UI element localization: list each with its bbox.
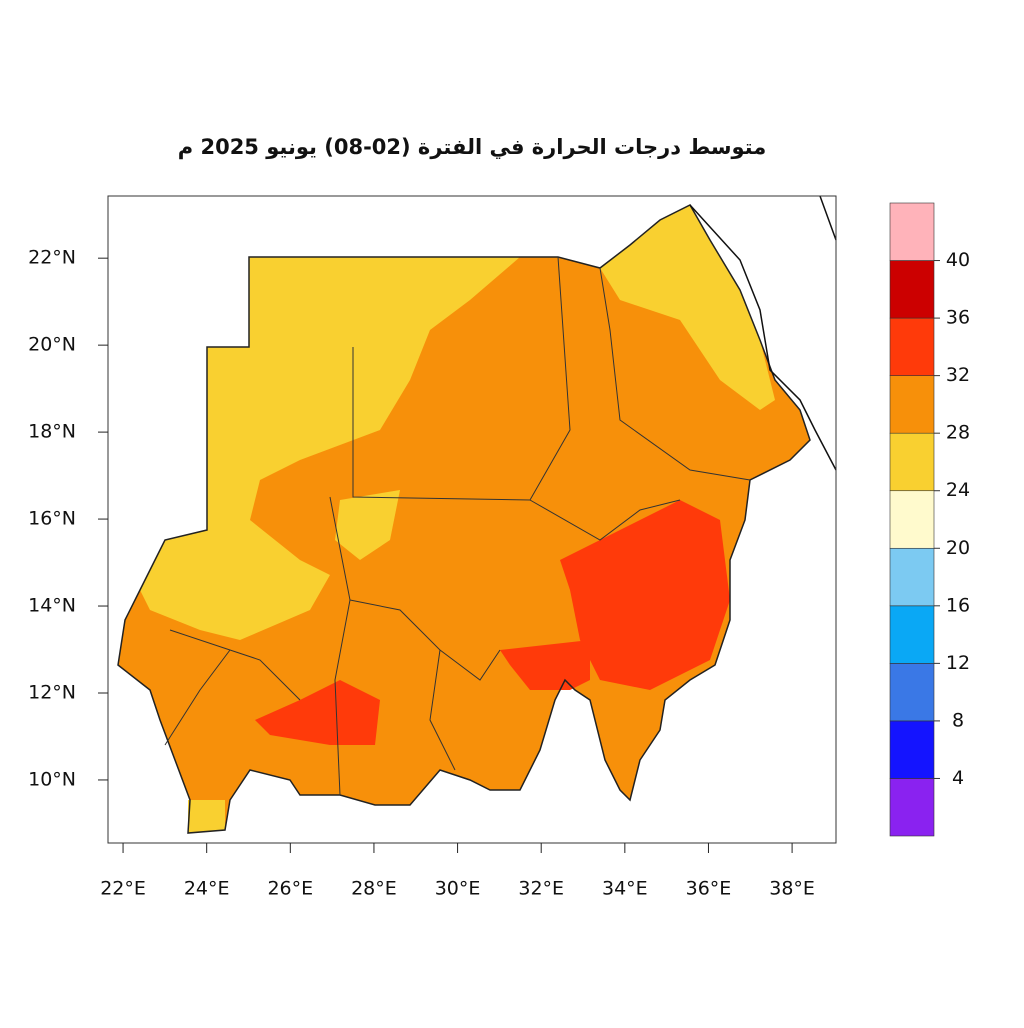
y-tick-label: 10°N <box>28 768 76 790</box>
country-border <box>117 204 811 834</box>
y-tick-label: 14°N <box>28 595 76 617</box>
y-tick-label: 12°N <box>28 681 76 703</box>
warm-zone <box>335 490 400 560</box>
x-tick-label: 30°E <box>435 878 481 900</box>
colorbar-label: 8 <box>952 709 964 731</box>
x-tick-label: 28°E <box>351 878 397 900</box>
hot-zone <box>255 680 380 745</box>
colorbar-bin <box>889 432 935 492</box>
colorbar-label: 4 <box>952 767 964 789</box>
x-tick-label: 24°E <box>184 878 230 900</box>
warm-zone <box>188 800 225 833</box>
map-area <box>117 195 837 834</box>
coastline <box>689 195 837 471</box>
colorbar-bin <box>889 317 935 376</box>
x-tick-label: 38°E <box>769 878 815 900</box>
colorbar-bin <box>889 605 935 664</box>
y-tick-label: 18°N <box>28 421 76 443</box>
colorbar-bin <box>889 260 935 319</box>
x-tick-label: 26°E <box>267 878 313 900</box>
colorbar-label: 16 <box>946 594 970 616</box>
hot-zone <box>500 640 590 690</box>
axes: 22°E 24°E 26°E 28°E 30°E 32°E 34°E 36°E 38°E 10°N… <box>28 247 815 900</box>
y-tick-label: 16°N <box>28 508 76 530</box>
x-tick-label: 36°E <box>686 878 732 900</box>
x-tick-label: 34°E <box>602 878 648 900</box>
colorbar-bin <box>889 490 935 549</box>
colorbar-bin <box>889 547 935 607</box>
colorbar-label: 28 <box>946 422 970 444</box>
colorbar-bin <box>889 663 935 722</box>
map-title: متوسط درجات الحرارة في الفترة (02-08) يو… <box>178 135 766 159</box>
y-tick-label: 20°N <box>28 334 76 356</box>
warm-zone <box>600 205 775 410</box>
colorbar: 4 8 12 16 20 24 28 32 36 40 <box>889 202 970 837</box>
colorbar-label: 36 <box>946 307 970 329</box>
colorbar-label: 32 <box>946 364 970 386</box>
colorbar-bin <box>889 720 935 779</box>
y-tick-label: 22°N <box>28 247 76 269</box>
colorbar-label: 12 <box>946 652 970 674</box>
colorbar-bin <box>889 375 935 434</box>
warm-zone <box>140 257 520 640</box>
hot-zone <box>560 500 730 690</box>
state-border <box>164 256 751 796</box>
x-tick-label: 32°E <box>518 878 564 900</box>
colorbar-label: 20 <box>946 537 970 559</box>
colorbar-bin <box>889 778 935 837</box>
x-tick-label: 22°E <box>100 878 146 900</box>
colorbar-label: 40 <box>946 249 970 271</box>
colorbar-bin <box>889 202 935 261</box>
colorbar-label: 24 <box>946 479 970 501</box>
